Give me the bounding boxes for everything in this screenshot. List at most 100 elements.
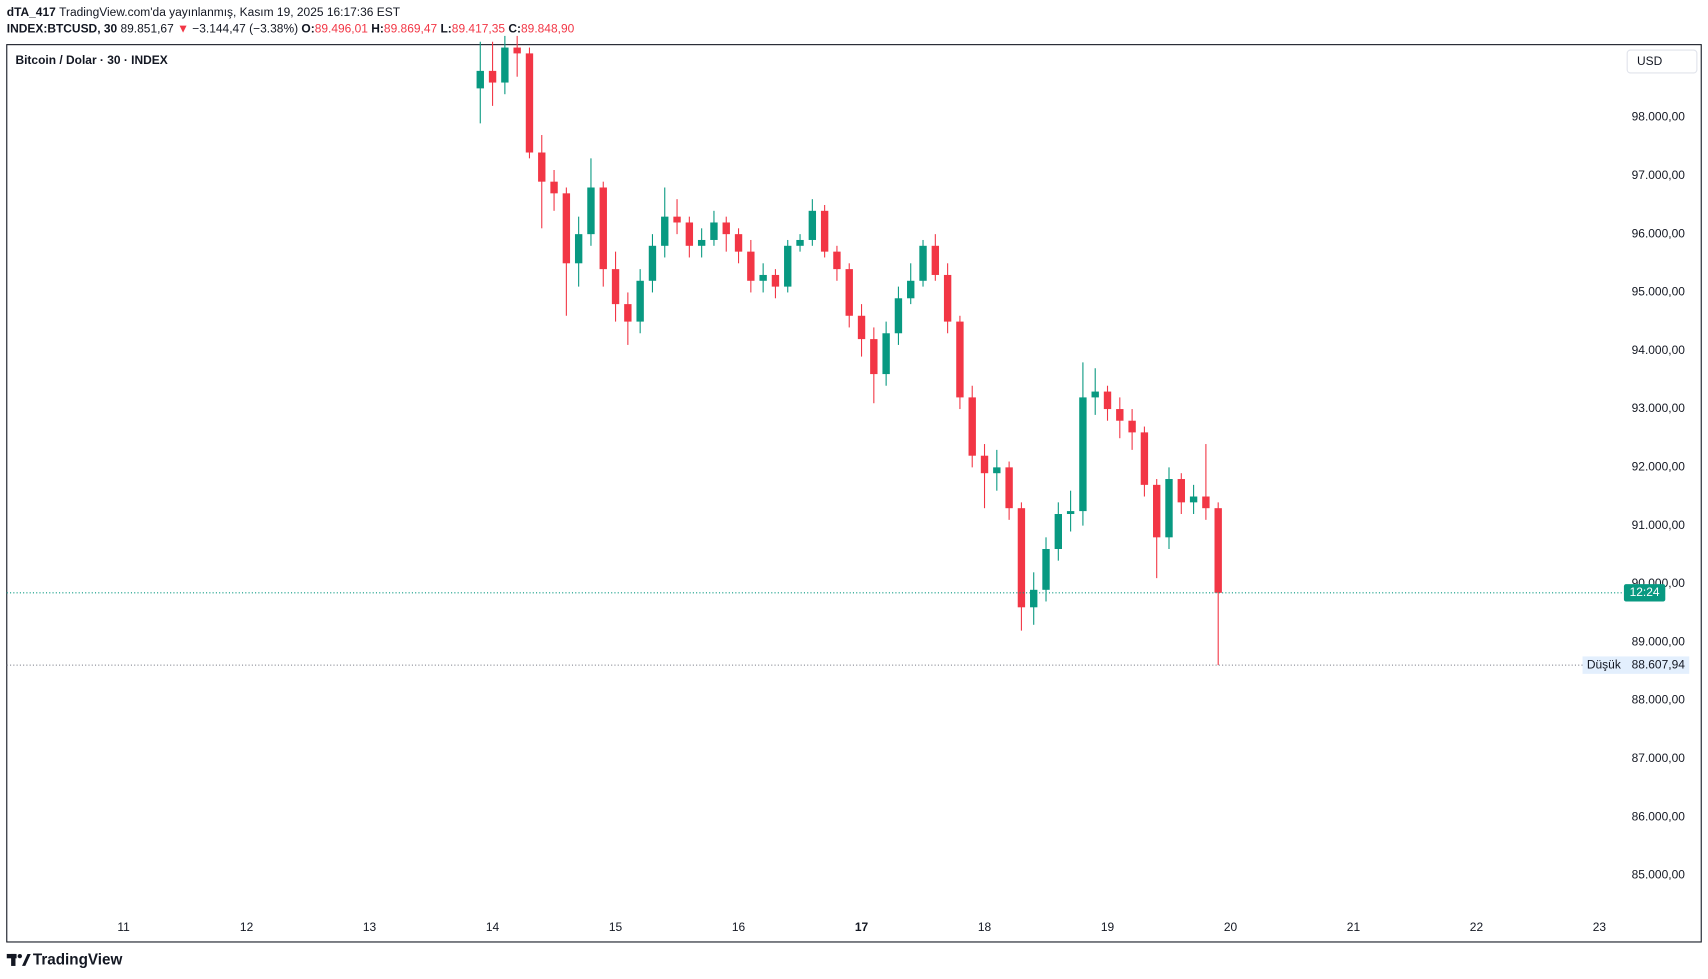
price-tag xyxy=(1623,584,1666,602)
candle-body xyxy=(1030,589,1038,608)
ohlc-label: H: xyxy=(371,22,384,36)
candle-body xyxy=(894,298,903,334)
x-tick-label: 23 xyxy=(1593,920,1607,934)
y-tick-label: 96.000,00 xyxy=(1632,226,1686,240)
ohlc-label: O: xyxy=(301,22,314,36)
candle-body xyxy=(685,222,694,246)
candle-body xyxy=(476,70,484,89)
candle-body xyxy=(1140,432,1149,485)
candle-body xyxy=(1153,484,1161,538)
candle-body xyxy=(1189,496,1198,503)
candle-body xyxy=(673,216,681,223)
author: dTA_417 xyxy=(7,5,56,19)
currency-box[interactable] xyxy=(1626,49,1698,74)
ohlc-value: 89.869,47 xyxy=(384,22,438,36)
y-tick-label: 98.000,00 xyxy=(1632,110,1686,124)
candle-body xyxy=(550,181,558,194)
x-tick-label: 14 xyxy=(486,920,500,934)
candle-body xyxy=(1103,391,1112,410)
candle-body xyxy=(845,269,853,316)
change: −3.144,47 (−3.38%) xyxy=(192,22,298,36)
candle-body xyxy=(1116,409,1124,421)
candle-body xyxy=(993,467,1001,474)
x-tick-label: 18 xyxy=(978,920,992,934)
candle-body xyxy=(562,193,571,264)
candle-body xyxy=(796,239,804,246)
candle-body xyxy=(1214,508,1222,593)
ohlc-value: 89.848,90 xyxy=(521,22,575,36)
y-tick-label: 92.000,00 xyxy=(1632,460,1686,474)
currency[interactable]: USD xyxy=(1637,54,1663,68)
x-tick-label: 13 xyxy=(363,920,377,934)
candle-body xyxy=(943,274,952,322)
published: TradingView.com'da yayınlanmış, Kasım 19… xyxy=(59,5,401,19)
y-tick-label: 88.000,00 xyxy=(1632,693,1686,707)
candle-body xyxy=(710,222,718,240)
header-line: dTA_417 TradingView.com'da yayınlanmış, … xyxy=(7,5,401,19)
chart-frame xyxy=(6,44,1702,943)
candle-body xyxy=(488,70,497,83)
candle-body xyxy=(624,304,632,322)
candle-body xyxy=(907,280,915,299)
candle-body xyxy=(956,321,964,398)
brand: TradingView xyxy=(33,952,123,969)
header-line: INDEX:BTCUSD, 30 89.851,67 ▼ −3.144,47 (… xyxy=(7,22,575,36)
candle-body xyxy=(1054,514,1063,549)
candle-body xyxy=(857,315,866,340)
y-tick-label: 93.000,00 xyxy=(1632,401,1686,415)
candle-body xyxy=(1017,508,1026,608)
candle-body xyxy=(1202,496,1210,509)
x-tick-label: 12 xyxy=(240,920,254,934)
candle-body xyxy=(1165,479,1173,538)
ohlc-label: C: xyxy=(508,22,521,36)
low-tag xyxy=(1582,656,1690,674)
y-tick-label: 97.000,00 xyxy=(1632,168,1686,182)
y-tick-label: 89.000,00 xyxy=(1632,634,1686,648)
tv-logo xyxy=(6,953,31,966)
chart-title: Bitcoin / Dolar · 30 · INDEX xyxy=(15,53,167,67)
candle-body xyxy=(1091,391,1099,398)
change-arrow: ▼ xyxy=(177,22,189,36)
candle-body xyxy=(587,187,595,235)
candle-body xyxy=(1042,548,1050,590)
candle-body xyxy=(611,269,620,305)
ohlc-value: 89.496,01 xyxy=(315,22,369,36)
candle-body xyxy=(697,239,706,246)
candle-body xyxy=(980,455,989,474)
candle-body xyxy=(759,274,767,281)
candle-body xyxy=(870,339,878,375)
last-price: 89.851,67 xyxy=(121,22,175,36)
x-tick-label: 21 xyxy=(1347,920,1361,934)
candle-body xyxy=(968,397,976,456)
x-tick-label: 16 xyxy=(732,920,746,934)
low-value: 88.607,94 xyxy=(1632,657,1686,671)
candle-body xyxy=(501,47,509,83)
x-tick-label: 22 xyxy=(1470,920,1484,934)
candle-body xyxy=(648,245,657,281)
y-tick-label: 87.000,00 xyxy=(1632,751,1686,765)
candle-body xyxy=(784,245,792,287)
x-tick-label: 15 xyxy=(609,920,623,934)
candle-body xyxy=(833,251,841,270)
candle-body xyxy=(820,210,829,252)
ohlc-value: 89.417,35 xyxy=(452,22,506,36)
candle-body xyxy=(636,280,644,322)
candle-body xyxy=(1079,397,1087,512)
candle-body xyxy=(1177,479,1185,503)
ohlc-label: L: xyxy=(441,22,452,36)
x-tick-label: 19 xyxy=(1101,920,1115,934)
x-tick-label: 11 xyxy=(117,920,130,934)
candle-body xyxy=(1128,420,1136,433)
y-tick-label: 86.000,00 xyxy=(1632,809,1686,823)
candle-body xyxy=(1066,511,1075,515)
candle-body xyxy=(574,234,583,264)
candle-body xyxy=(661,216,669,246)
candle-body xyxy=(771,274,780,287)
candle-body xyxy=(599,187,607,270)
candle-body xyxy=(722,222,730,235)
countdown: 12:24 xyxy=(1630,585,1660,599)
y-tick-label: 95.000,00 xyxy=(1632,285,1686,299)
x-tick-label: 17 xyxy=(855,920,869,934)
